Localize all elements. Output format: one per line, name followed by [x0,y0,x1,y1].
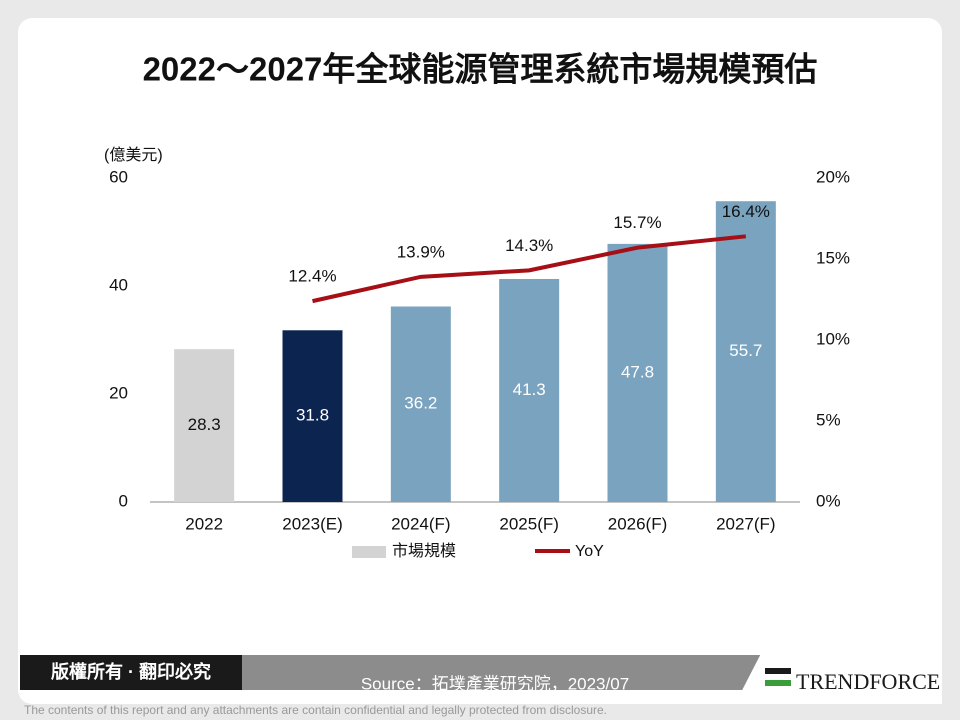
bar-value-label: 28.3 [188,415,221,434]
y2-tick-label: 15% [816,248,850,267]
logo-bg [735,636,942,704]
legend-label: YoY [575,543,604,560]
y2-tick-label: 20% [816,167,850,186]
x-tick-label: 2023(E) [282,514,342,533]
y-tick-label: 60 [109,167,128,186]
line-value-label: 12.4% [288,267,336,286]
rights: 版權所有 · 翻印必究 [51,661,211,682]
bar [174,349,235,502]
rights-box [20,655,242,690]
x-tick-label: 2024(F) [391,514,451,533]
line-value-label: 15.7% [613,213,661,232]
x-tick-label: 2022 [185,514,223,533]
bar [499,278,560,502]
disclaimer: The contents of this report and any atta… [24,703,607,717]
legend-swatch [352,546,386,558]
bar [607,243,668,502]
chart-title: 2022～2027年全球能源管理系統市場規模預估 [143,51,818,88]
bar-value-label: 31.8 [296,406,329,425]
logo-icon [765,680,791,686]
y-tick-label: 0 [119,491,128,510]
source: Source：拓墣產業研究院，2023/07 [361,674,629,693]
bar-value-label: 41.3 [513,380,546,399]
bar [282,330,343,502]
x-tick-label: 2025(F) [499,514,559,533]
line-value-label: 13.9% [397,242,445,261]
legend-label: 市場規模 [392,542,456,560]
bar-value-label: 47.8 [621,362,654,381]
card [18,18,942,704]
y-axis-label: (億美元) [104,146,163,164]
bar [390,306,451,502]
bar [715,201,776,502]
line [312,234,747,304]
x-tick-label: 2026(F) [608,514,668,533]
logo-icon [765,668,791,674]
logo: TRENDFORCE [796,669,940,694]
line-value-label: 16.4% [722,202,770,221]
y2-tick-label: 0% [816,491,841,510]
bar-value-label: 55.7 [729,341,762,360]
y2-tick-label: 5% [816,410,841,429]
y-tick-label: 40 [109,275,128,294]
y2-tick-label: 10% [816,329,850,348]
bar-value-label: 36.2 [404,394,437,413]
y-tick-label: 20 [109,383,128,402]
x-tick-label: 2027(F) [716,514,776,533]
line-value-label: 14.3% [505,236,553,255]
